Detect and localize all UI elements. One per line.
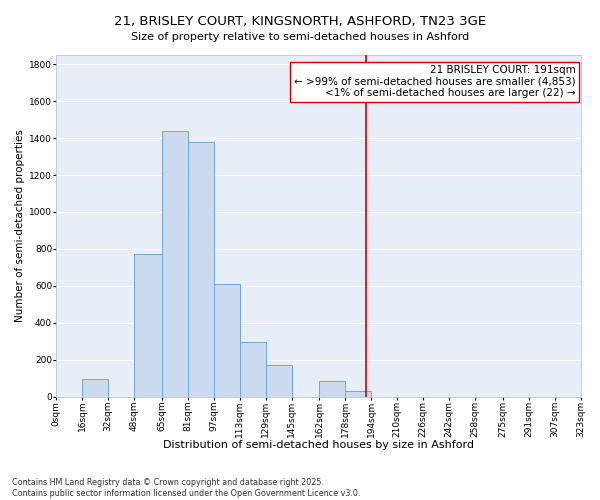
Bar <box>214 284 240 397</box>
Bar <box>162 130 188 396</box>
Bar <box>82 379 108 396</box>
Bar <box>240 342 266 396</box>
Y-axis label: Number of semi-detached properties: Number of semi-detached properties <box>15 130 25 322</box>
Text: 21 BRISLEY COURT: 191sqm
← >99% of semi-detached houses are smaller (4,853)
<1% : 21 BRISLEY COURT: 191sqm ← >99% of semi-… <box>293 66 575 98</box>
X-axis label: Distribution of semi-detached houses by size in Ashford: Distribution of semi-detached houses by … <box>163 440 474 450</box>
Text: Contains HM Land Registry data © Crown copyright and database right 2025.
Contai: Contains HM Land Registry data © Crown c… <box>12 478 361 498</box>
Bar <box>134 254 162 396</box>
Bar <box>345 391 371 396</box>
Bar <box>188 142 214 397</box>
Bar <box>266 366 292 396</box>
Text: Size of property relative to semi-detached houses in Ashford: Size of property relative to semi-detach… <box>131 32 469 42</box>
Text: 21, BRISLEY COURT, KINGSNORTH, ASHFORD, TN23 3GE: 21, BRISLEY COURT, KINGSNORTH, ASHFORD, … <box>114 15 486 28</box>
Bar <box>319 381 345 396</box>
